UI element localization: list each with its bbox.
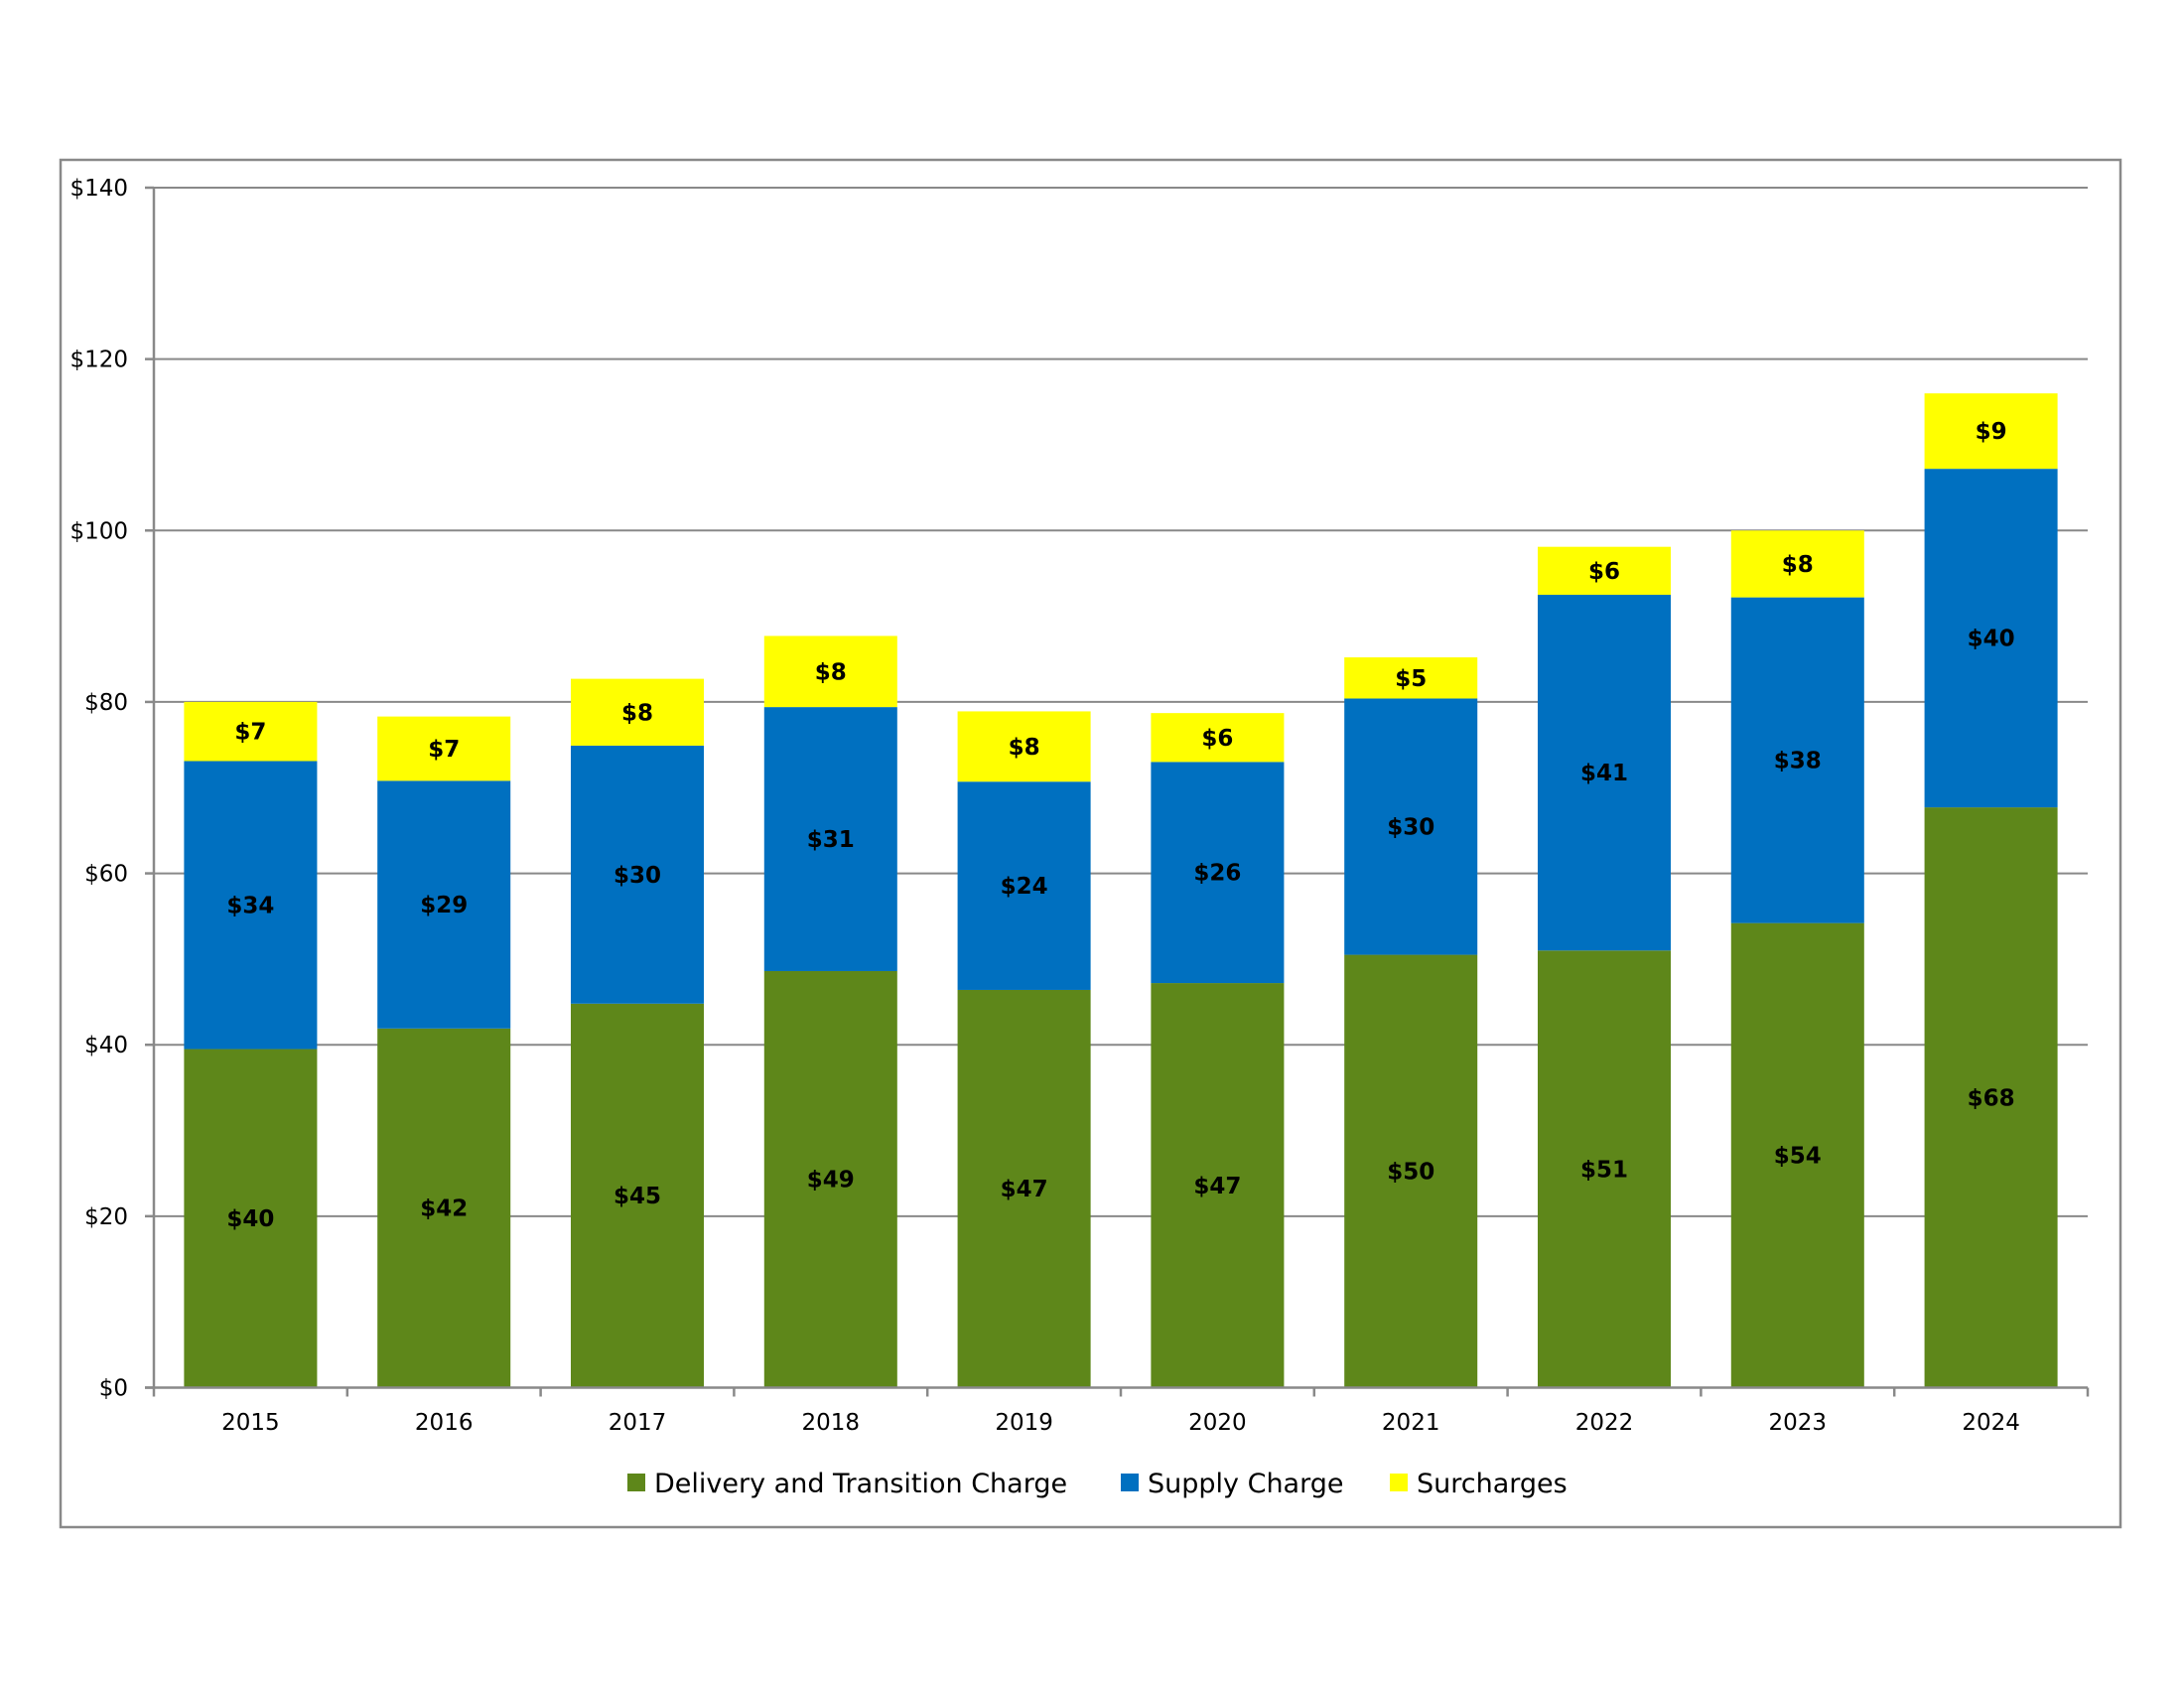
legend-label: Surcharges	[1417, 1469, 1568, 1499]
data-label: $31	[807, 827, 855, 853]
y-tick-label: $100	[69, 518, 128, 544]
data-label: $54	[1774, 1144, 1822, 1170]
bar-segment-0	[1924, 807, 2058, 1388]
legend-label: Supply Charge	[1148, 1469, 1343, 1499]
data-label: $8	[621, 700, 653, 726]
legend: Delivery and Transition Charge Supply Cha…	[627, 1469, 1568, 1499]
data-label: $51	[1580, 1157, 1628, 1183]
bar-segment-1	[377, 780, 511, 1029]
axes	[145, 188, 2090, 1397]
x-tick-label: 2024	[1962, 1410, 2020, 1436]
data-label: $47	[1193, 1174, 1241, 1199]
legend-item: Surcharges	[1390, 1469, 1568, 1499]
legend-label: Delivery and Transition Charge	[654, 1469, 1067, 1499]
bar-segment-0	[1151, 983, 1285, 1388]
data-label: $45	[614, 1184, 661, 1209]
y-tick-label: $20	[84, 1204, 128, 1230]
bar-segment-0	[1344, 954, 1478, 1388]
bar-segment-1	[570, 745, 705, 1004]
x-tick-label: 2018	[802, 1410, 861, 1436]
y-tick-label: $120	[69, 348, 128, 373]
legend-item: Supply Charge	[1121, 1469, 1343, 1499]
y-tick-label: $140	[69, 176, 128, 202]
bar-segment-1	[1344, 698, 1478, 955]
data-label: $24	[1001, 874, 1048, 900]
data-label: $30	[614, 863, 661, 889]
bar-segment-1	[1537, 595, 1672, 951]
data-label: $9	[1976, 419, 2007, 445]
data-label: $7	[428, 737, 460, 763]
legend-swatch	[1390, 1474, 1408, 1491]
data-label: $40	[226, 1206, 274, 1232]
bar-segment-1	[957, 781, 1091, 990]
bar-segment-2	[1924, 393, 2058, 470]
legend-item: Delivery and Transition Charge	[627, 1469, 1067, 1499]
data-label: $40	[1968, 627, 2015, 652]
bar-segment-2	[1151, 713, 1285, 763]
bar-segment-2	[763, 635, 897, 708]
data-label: $49	[807, 1168, 855, 1194]
bar-segment-2	[184, 701, 318, 762]
x-tick-label: 2023	[1769, 1410, 1828, 1436]
y-tick-label: $60	[84, 862, 128, 888]
legend-swatch	[627, 1474, 645, 1491]
data-label: $50	[1387, 1160, 1434, 1186]
data-label: $29	[420, 893, 468, 918]
bar-segment-2	[957, 711, 1091, 782]
bar-segment-1	[1924, 469, 2058, 808]
legend-swatch	[1121, 1474, 1139, 1491]
y-tick-label: $0	[99, 1376, 128, 1402]
y-axis-tick-labels: $0 $20 $40 $60 $80 $100 $120 $140	[69, 176, 128, 1402]
data-label: $6	[1588, 559, 1620, 585]
data-label: $38	[1774, 749, 1822, 774]
data-label: $34	[226, 894, 274, 919]
data-label: $8	[1782, 552, 1814, 578]
bar-segment-2	[1344, 657, 1478, 699]
data-label: $47	[1001, 1177, 1048, 1202]
bar-segment-0	[1730, 922, 1864, 1388]
bar-segment-1	[763, 707, 897, 971]
x-tick-label: 2021	[1382, 1410, 1440, 1436]
y-tick-label: $40	[84, 1033, 128, 1058]
data-label: $30	[1387, 815, 1434, 841]
bar-segment-2	[1537, 546, 1672, 596]
data-label: $42	[420, 1196, 468, 1222]
bar-segment-0	[184, 1049, 318, 1388]
data-label: $7	[234, 720, 266, 746]
bar-segment-0	[570, 1003, 705, 1388]
data-label: $8	[815, 659, 847, 685]
bar-segment-1	[184, 761, 318, 1050]
chart-area-border	[59, 158, 2122, 1529]
data-label: $6	[1201, 726, 1233, 752]
bar-segment-2	[377, 716, 511, 781]
x-tick-label: 2022	[1575, 1410, 1634, 1436]
bar-segment-1	[1151, 762, 1285, 984]
bar-segment-2	[1730, 530, 1864, 598]
bar-segment-0	[957, 989, 1091, 1388]
x-tick-label: 2016	[415, 1410, 474, 1436]
x-tick-label: 2019	[995, 1410, 1053, 1436]
data-label: $5	[1395, 666, 1427, 692]
bar-segment-1	[1730, 597, 1864, 923]
x-tick-label: 2015	[221, 1410, 280, 1436]
bar-segment-2	[570, 678, 705, 746]
data-label: $8	[1009, 735, 1040, 761]
x-tick-label: 2017	[609, 1410, 667, 1436]
data-label: $41	[1580, 761, 1628, 786]
bars	[184, 393, 2058, 1388]
bar-segment-0	[763, 970, 897, 1388]
x-tick-label: 2020	[1188, 1410, 1247, 1436]
data-label: $68	[1968, 1085, 2015, 1111]
data-labels: $40 $34 $7 $42 $29 $7 $45 $30 $8 $49 $31 $8 $47 $24 $8…	[226, 419, 2014, 1232]
bar-segment-0	[1537, 950, 1672, 1388]
bar-segment-0	[377, 1028, 511, 1388]
data-label: $26	[1193, 861, 1241, 887]
x-axis-tick-labels: 2015 2016 2017 2018 2019 2020 2021 2022 2023 2024	[221, 1410, 2020, 1436]
y-tick-label: $80	[84, 690, 128, 716]
